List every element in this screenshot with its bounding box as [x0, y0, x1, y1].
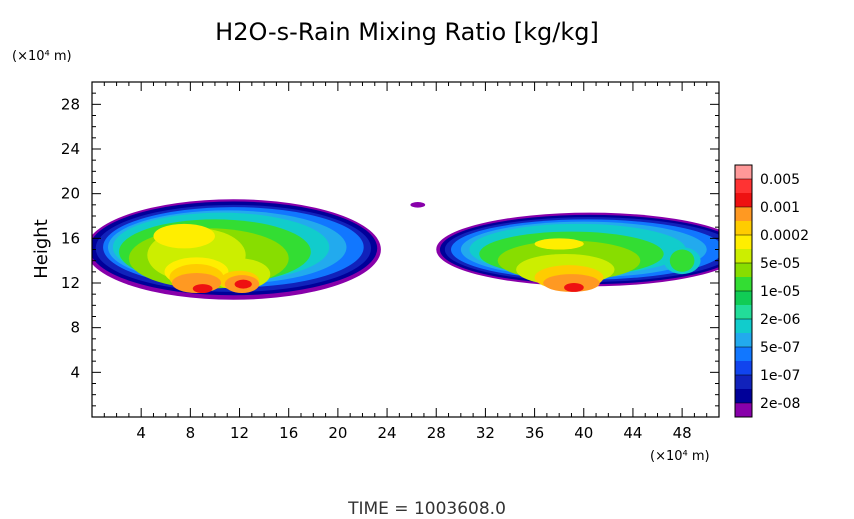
colorbar-labels: 0.005 0.001 0.0002 5e-05 1e-05 2e-06 5e-07 1e-0…	[760, 172, 809, 412]
colorbar-swatch	[735, 305, 752, 320]
x-tick-label: 8	[186, 424, 196, 442]
contour-band-0-blob-2	[410, 202, 426, 208]
x-tick-label: 4	[136, 424, 146, 442]
colorbar-swatch	[735, 403, 752, 418]
axes	[91, 81, 720, 418]
colorbar-level-label: 2e-06	[760, 312, 800, 328]
colorbar	[734, 164, 753, 418]
y-unit-label: (×10⁴ m)	[12, 49, 72, 64]
colorbar-level-label: 5e-05	[760, 256, 800, 272]
colorbar-swatch	[735, 389, 752, 404]
x-tick-label: 20	[328, 424, 347, 442]
y-tick-label: 16	[61, 229, 80, 247]
y-tick-label: 12	[61, 274, 80, 292]
contour-field	[92, 199, 719, 300]
x-tick-label: 48	[673, 424, 692, 442]
colorbar-swatch	[735, 165, 752, 180]
x-tick-label: 40	[574, 424, 593, 442]
colorbar-level-label: 1e-05	[760, 284, 800, 300]
colorbar-swatch	[735, 179, 752, 194]
x-tick-label: 16	[279, 424, 298, 442]
colorbar-swatch	[735, 263, 752, 278]
colorbar-swatch	[735, 375, 752, 390]
x-tick-label: 12	[230, 424, 249, 442]
colorbar-level-label: 0.0002	[760, 228, 809, 244]
y-tick-label: 8	[70, 319, 80, 337]
y-tick-labels: 4 8 12 16 20 24 28	[61, 95, 80, 381]
colorbar-level-label: 0.001	[760, 200, 800, 216]
x-tick-labels: 4 8 12 16 20 24 28 32 36 40 44 48	[136, 424, 691, 442]
x-tick-label: 36	[525, 424, 544, 442]
colorbar-level-label: 5e-07	[760, 340, 800, 356]
y-axis-label: Height	[31, 219, 52, 279]
contour-band-12-blob-1	[234, 279, 252, 289]
colorbar-swatch	[735, 277, 752, 292]
colorbar-swatch	[735, 319, 752, 334]
x-unit-label: (×10⁴ m)	[650, 449, 710, 464]
colorbar-swatch	[735, 249, 752, 264]
colorbar-level-label: 2e-08	[760, 396, 800, 412]
colorbar-swatch	[735, 291, 752, 306]
x-tick-label: 24	[378, 424, 397, 442]
colorbar-level-label: 0.005	[760, 172, 800, 188]
x-tick-label: 28	[427, 424, 446, 442]
y-tick-label: 4	[70, 363, 80, 381]
colorbar-swatch	[735, 333, 752, 348]
contour-band-12-blob-0	[192, 284, 213, 294]
colorbar-swatch	[735, 347, 752, 362]
contour-band-11-blob-2	[543, 274, 600, 292]
y-tick-label: 28	[61, 95, 80, 113]
colorbar-swatch	[735, 221, 752, 236]
x-tick-label: 32	[476, 424, 495, 442]
colorbar-swatch	[735, 235, 752, 250]
x-tick-label: 44	[623, 424, 642, 442]
chart-title: H2O-s-Rain Mixing Ratio [kg/kg]	[215, 18, 599, 46]
contour-band-12-blob-2	[564, 283, 584, 292]
y-tick-label: 20	[61, 185, 80, 203]
time-label: TIME = 1003608.0	[347, 499, 506, 519]
contour-band-9-blob-2	[534, 238, 584, 250]
colorbar-swatch	[735, 207, 752, 222]
colorbar-level-label: 1e-07	[760, 368, 800, 384]
colorbar-swatch	[735, 361, 752, 376]
contour-band-9-blob-0	[153, 223, 215, 249]
contour-band-6-blob-2	[669, 249, 695, 272]
colorbar-swatch	[735, 193, 752, 208]
y-tick-label: 24	[61, 140, 80, 158]
